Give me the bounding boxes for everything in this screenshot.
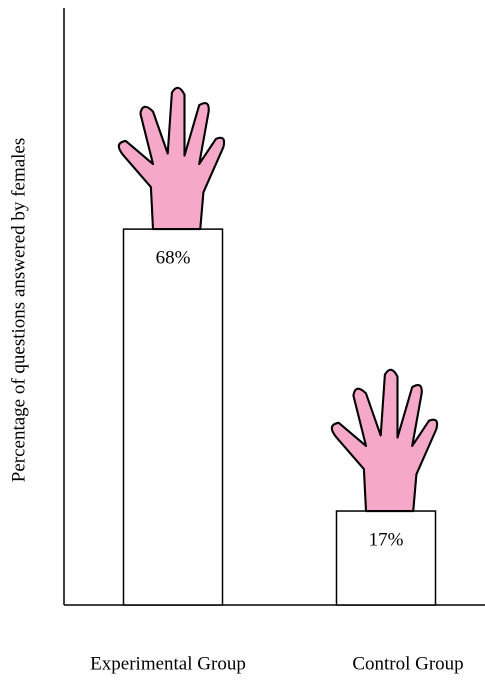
y-axis-label: Percentage of questions answered by fema…: [8, 138, 29, 483]
x-tick-label: Experimental Group: [90, 653, 246, 674]
bar: [337, 511, 436, 605]
value-label: 68%: [156, 247, 191, 268]
hand-icon: [332, 370, 437, 511]
value-label: 17%: [369, 529, 404, 550]
bar: [124, 229, 223, 605]
chart: Percentage of questions answered by fema…: [0, 0, 485, 682]
hand-shape: [119, 88, 224, 229]
page: {"chart_data": {"type": "bar", "y_label"…: [0, 0, 485, 682]
x-tick-label: Control Group: [352, 653, 463, 674]
hand-icon: [119, 88, 224, 229]
hand-shape: [332, 370, 437, 511]
